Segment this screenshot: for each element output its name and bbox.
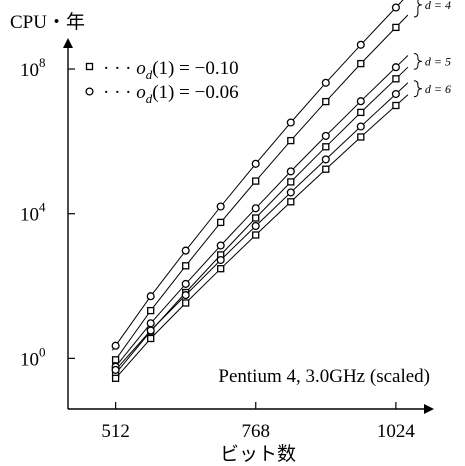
- series-d5-square-point-1024: [392, 75, 400, 83]
- legend-square-marker: [85, 62, 94, 71]
- y-ticks: 100 104 108: [20, 55, 75, 370]
- series-d6-circle-point-896: [321, 155, 330, 164]
- series-d5-circle-point-1024: [391, 63, 400, 72]
- series-d6-square-point-704: [217, 265, 225, 273]
- series-d6-square-point-768: [252, 231, 260, 239]
- group-labels: d = 4 d = 5 d = 6: [413, 0, 451, 98]
- series-d4-square-point-704: [217, 218, 225, 227]
- series-d4-square-point-576: [147, 306, 155, 315]
- series-d4-square-point-1024: [392, 23, 400, 32]
- series-d5-circle-point-576: [146, 319, 155, 328]
- series-d4-square-point-768: [252, 177, 260, 185]
- series-d6-circle-point-576: [146, 326, 155, 335]
- x-tick-label-1024: 1024: [377, 421, 416, 442]
- x-axis-title: ビット数: [220, 443, 296, 465]
- series-d5-square-point-768: [252, 214, 260, 222]
- y-tick-label-0: 100: [20, 344, 46, 370]
- series-d5-square-point-960: [357, 108, 365, 117]
- y-axis-title: CPU・年: [10, 11, 85, 33]
- series-d4-circle-point-896: [321, 78, 330, 87]
- legend-circle-text: · · · od(1) = −0.06: [103, 82, 239, 106]
- y-tick-label-4: 104: [20, 200, 46, 226]
- group-label-d6: d = 6: [425, 82, 451, 96]
- series-d4-square-point-640: [182, 262, 190, 270]
- series-d6-circle-point-640: [181, 291, 190, 300]
- series-d6-square-point-576: [147, 334, 155, 343]
- brace-d6: [413, 80, 422, 98]
- group-label-d4: d = 4: [425, 0, 451, 12]
- series-d4-square-point-896: [322, 97, 330, 106]
- legend: · · · od(1) = −0.10 · · · od(1) = −0.06: [85, 58, 239, 106]
- series-d4-square-point-960: [357, 59, 365, 68]
- series-d6-square-point-960: [357, 133, 365, 141]
- series-d5-circle-point-640: [181, 279, 190, 288]
- series-markers: [111, 3, 400, 382]
- series-d5-circle-point-832: [286, 167, 295, 176]
- series-d6-square-point-512: [111, 374, 120, 382]
- series-d6-square-point-640: [182, 299, 190, 307]
- series-d5-circle-point-960: [356, 97, 365, 106]
- cpu-annotation: Pentium 4, 3.0GHz (scaled): [218, 366, 430, 387]
- series-d6-square-point-896: [322, 165, 330, 173]
- x-tick-label-768: 768: [241, 421, 270, 442]
- series-d6-square-point-832: [287, 198, 295, 206]
- series-d4-circle-point-640: [181, 246, 190, 255]
- legend-item-circle: · · · od(1) = −0.06: [85, 82, 239, 106]
- series-d6-circle-point-832: [286, 188, 295, 197]
- series-d4-circle-line: [111, 0, 404, 351]
- series-d4-square-point-512: [111, 356, 120, 364]
- x-tick-label-512: 512: [101, 421, 130, 442]
- series-d4-circle-point-512: [111, 341, 120, 350]
- series-d6-circle-point-512: [111, 365, 120, 374]
- series-d6-circle-point-960: [356, 122, 365, 131]
- brace-d4: [413, 0, 422, 18]
- series-d4-circle-point-1024: [391, 3, 400, 12]
- series-d6-circle-point-768: [251, 221, 260, 231]
- group-label-d5: d = 5: [425, 54, 451, 68]
- series-d5-circle-point-704: [216, 241, 225, 250]
- series-d4-square-point-832: [287, 136, 295, 145]
- series-d4-circle-point-832: [286, 118, 295, 127]
- series-d4-circle-point-704: [216, 202, 225, 211]
- x-ticks: 512 768 1024: [101, 402, 415, 442]
- series-d4-circle-point-576: [146, 292, 155, 301]
- series-d6-circle-point-704: [216, 255, 225, 265]
- series-d6-circle-point-1024: [391, 89, 400, 99]
- legend-item-square: · · · od(1) = −0.10: [85, 58, 239, 82]
- series-d5-circle-point-896: [321, 131, 330, 140]
- series-d6-square-point-1024: [392, 101, 400, 110]
- series-d5-circle-point-768: [251, 204, 260, 213]
- series-d5-square-point-896: [322, 143, 330, 151]
- legend-square-text: · · · od(1) = −0.10: [103, 58, 239, 82]
- y-tick-label-8: 108: [20, 55, 46, 81]
- brace-d5: [413, 53, 422, 70]
- series-d5-square-point-832: [287, 178, 295, 186]
- series-d4-circle-point-960: [356, 40, 365, 49]
- legend-circle-marker: [85, 87, 94, 96]
- series-d4-circle-point-768: [251, 159, 260, 168]
